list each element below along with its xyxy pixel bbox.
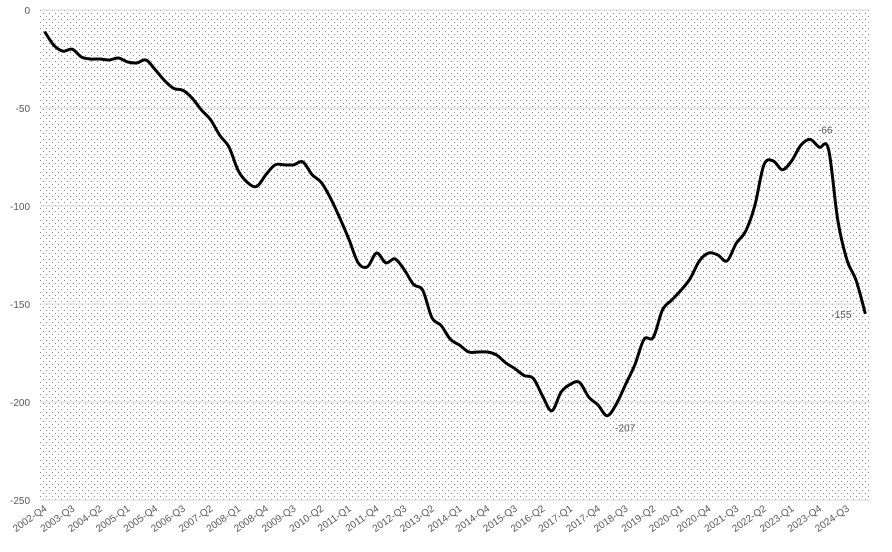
data-label: -66 [818,125,833,136]
line [43,30,867,418]
y-tick-label: -150 [10,300,30,311]
y-tick-label: 0 [24,6,30,17]
y-tick-label: -250 [10,496,30,507]
y-tick-label: -200 [10,398,30,409]
data-label: -155 [831,310,851,321]
plot-area [40,10,870,500]
y-tick-label: -50 [16,104,31,115]
data-label: -207 [615,424,635,435]
y-tick-label: -100 [10,202,30,213]
